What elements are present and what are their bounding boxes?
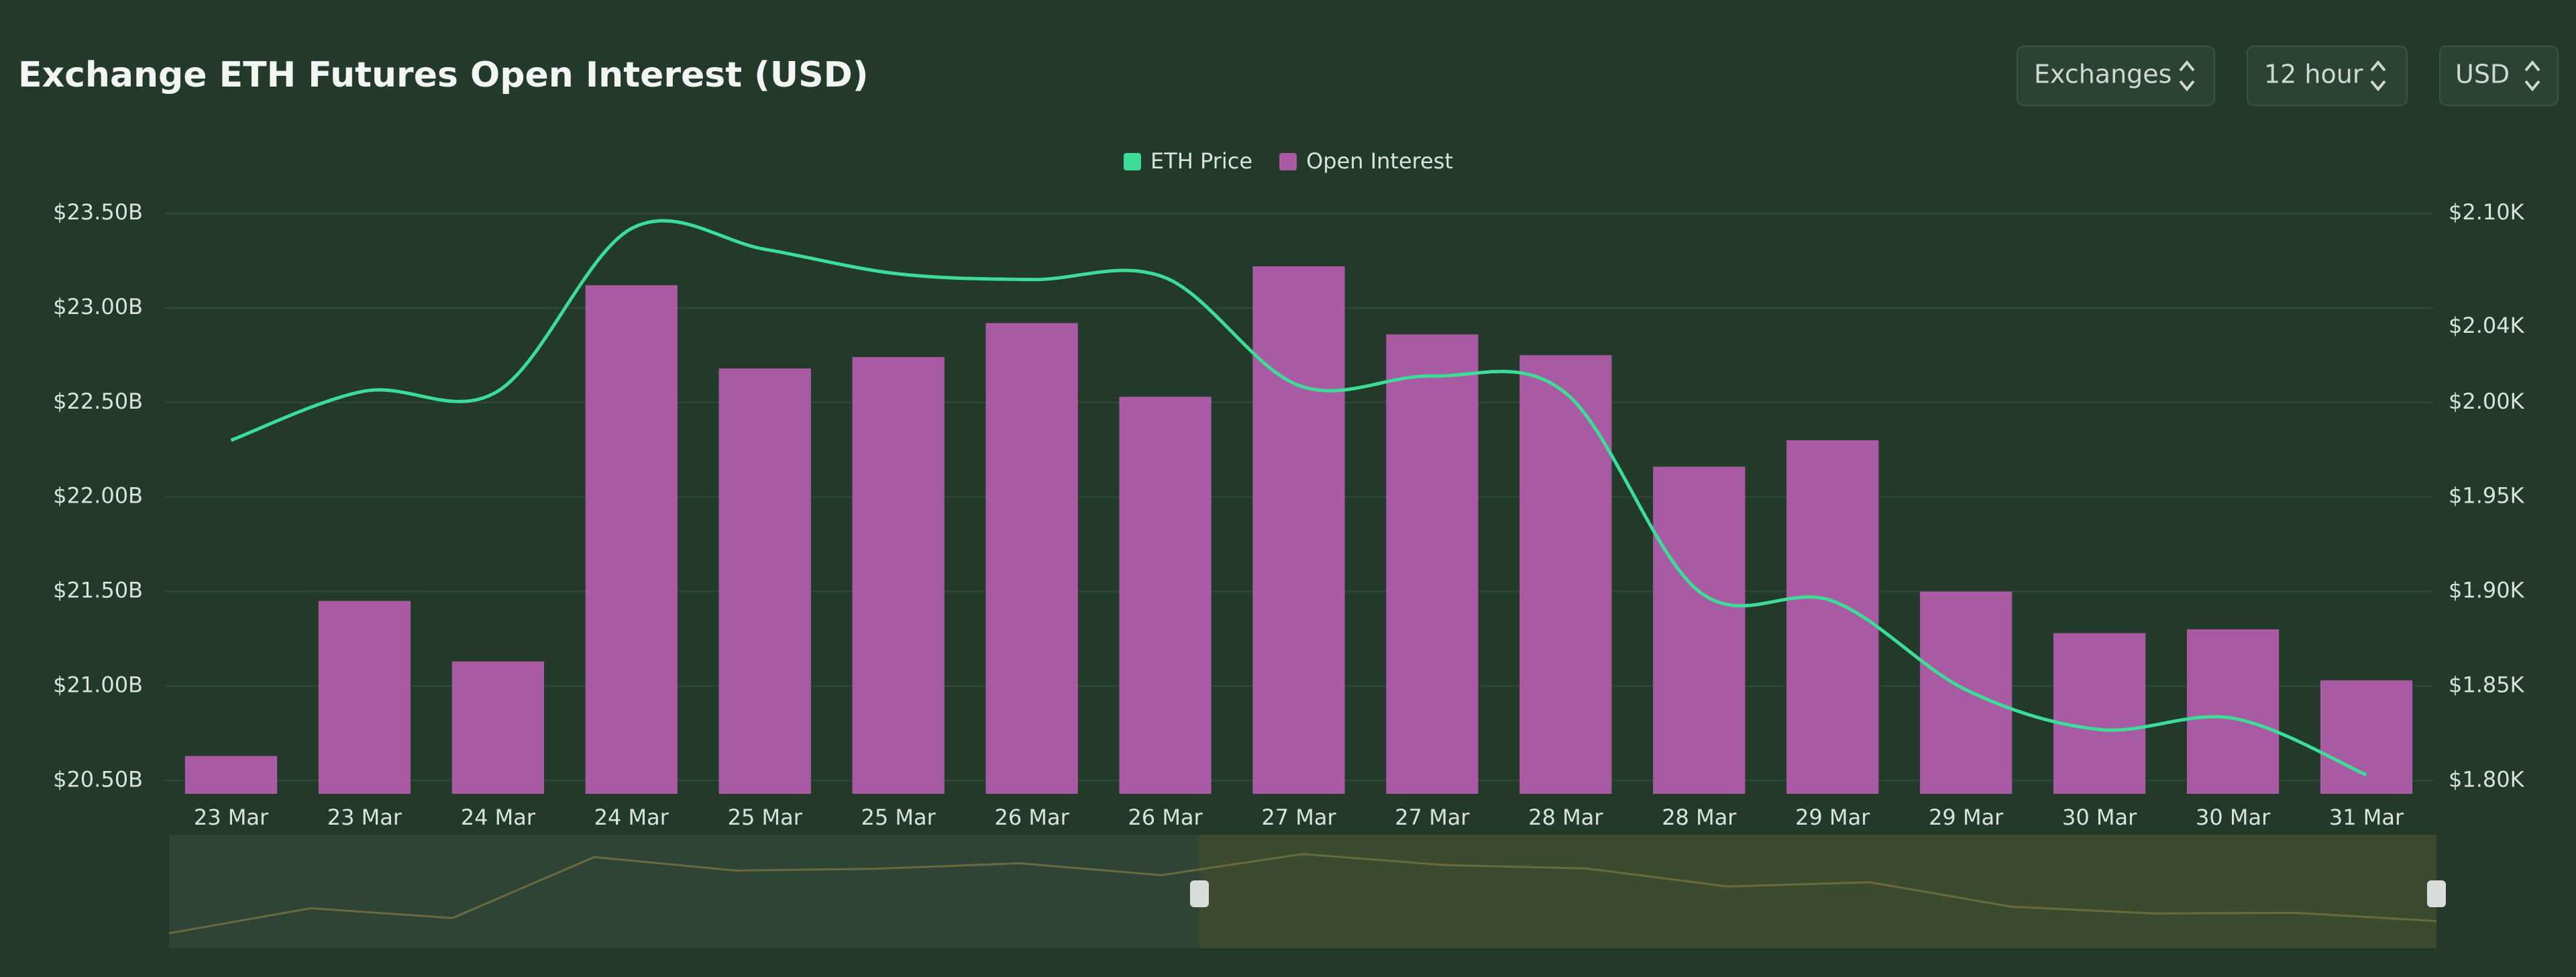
currency-select[interactable]: USD xyxy=(2439,46,2559,106)
bar xyxy=(2320,680,2413,794)
bar xyxy=(2186,629,2279,794)
chevron xyxy=(2524,60,2540,92)
y-tick-label: $22.50B xyxy=(53,389,143,414)
x-tick-label: 29 Mar xyxy=(1795,805,1870,830)
x-tick-label: 30 Mar xyxy=(2062,805,2137,830)
y2-tick-label: $1.90K xyxy=(2449,578,2525,603)
y2-tick-label: $2.00K xyxy=(2449,389,2525,414)
x-tick-label: 31 Mar xyxy=(2329,805,2404,830)
legend-swatch xyxy=(1124,153,1141,170)
x-tick-label: 24 Mar xyxy=(461,805,536,830)
chevron xyxy=(2179,60,2195,92)
legend-label: ETH Price xyxy=(1150,148,1252,174)
bar xyxy=(1386,334,1479,794)
y-tick-label: $23.00B xyxy=(53,294,143,319)
button-bg[interactable] xyxy=(2439,46,2559,106)
x-tick-label: 24 Mar xyxy=(594,805,669,830)
button-label[interactable]: Exchanges xyxy=(2034,60,2171,89)
x-tick-label: 23 Mar xyxy=(327,805,402,830)
y-tick-label: $23.50B xyxy=(53,199,143,225)
x-tick-label: 27 Mar xyxy=(1261,805,1336,830)
bar xyxy=(451,661,544,794)
chevron xyxy=(2370,60,2386,92)
bar xyxy=(1119,397,1212,794)
button-bg[interactable] xyxy=(2247,46,2408,106)
y-tick-label: $21.00B xyxy=(53,672,143,697)
x-tick-label: 26 Mar xyxy=(1128,805,1203,830)
button-bg[interactable] xyxy=(2017,46,2215,106)
bar xyxy=(2053,633,2146,794)
x-tick-label: 25 Mar xyxy=(861,805,936,830)
x-tick-label: 30 Mar xyxy=(2196,805,2271,830)
bar xyxy=(1653,466,1746,794)
bar xyxy=(1252,266,1345,794)
legend-label: Open Interest xyxy=(1306,148,1453,174)
y2-tick-label: $2.10K xyxy=(2449,199,2525,225)
interval-select[interactable]: 12 hour xyxy=(2247,46,2408,106)
navigator-selection xyxy=(1199,835,2436,948)
button-label[interactable]: 12 hour xyxy=(2264,60,2363,89)
y2-tick-label: $1.80K xyxy=(2449,766,2525,792)
x-tick-label: 28 Mar xyxy=(1528,805,1603,830)
bar xyxy=(585,285,678,794)
bar xyxy=(985,323,1078,794)
chart-title: Exchange ETH Futures Open Interest (USD) xyxy=(18,55,869,95)
bar xyxy=(1519,355,1612,794)
y-tick-label: $22.00B xyxy=(53,483,143,509)
x-tick-label: 23 Mar xyxy=(194,805,269,830)
bar xyxy=(852,357,945,794)
price-line xyxy=(230,219,2367,777)
bar xyxy=(184,756,278,794)
navigator-line xyxy=(168,853,2437,935)
x-tick-label: 27 Mar xyxy=(1395,805,1470,830)
button-label[interactable]: USD xyxy=(2455,60,2510,89)
exchanges-select[interactable]: Exchanges xyxy=(2017,46,2215,106)
y2-tick-label: $1.85K xyxy=(2449,672,2525,697)
navigator-handle[interactable] xyxy=(1190,880,1209,907)
bar xyxy=(1920,591,2012,794)
y2-tick-label: $1.95K xyxy=(2449,483,2525,509)
y-tick-label: $21.50B xyxy=(53,578,143,603)
x-tick-label: 28 Mar xyxy=(1662,805,1737,830)
bar xyxy=(718,368,811,794)
y2-tick-label: $2.04K xyxy=(2449,313,2525,338)
y-tick-label: $20.50B xyxy=(53,766,143,792)
x-tick-label: 29 Mar xyxy=(1929,805,2004,830)
x-tick-label: 25 Mar xyxy=(728,805,803,830)
legend-swatch xyxy=(1279,153,1297,170)
x-tick-label: 26 Mar xyxy=(994,805,1069,830)
bar xyxy=(318,601,411,794)
navigator-handle[interactable] xyxy=(2427,880,2446,907)
